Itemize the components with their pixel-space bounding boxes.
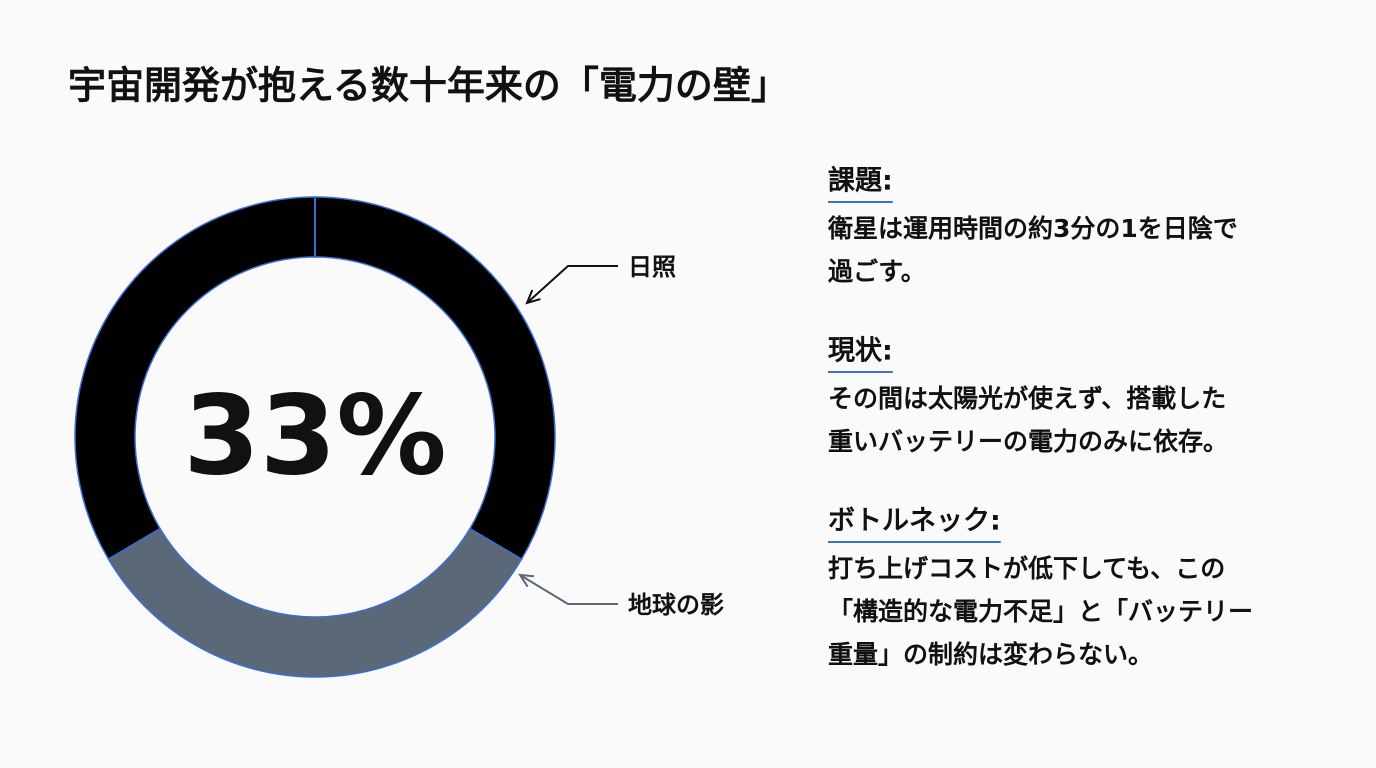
slice-label: 地球の影 (628, 591, 724, 619)
note-line: 過ごす。 (828, 257, 926, 286)
center-label: 33% (183, 371, 446, 499)
note-heading: 課題: (828, 165, 893, 197)
callout-line (519, 574, 618, 605)
note-line: 打ち上げコストが低下しても、この (828, 554, 1225, 583)
callout-arrowhead (518, 573, 535, 588)
note-heading: ボトルネック: (828, 506, 1001, 537)
note-line: 重いバッテリーの電力のみに依存。 (828, 427, 1228, 456)
note-line: 衛星は運用時間の約3分の1を日陰で (827, 214, 1238, 243)
slice-label: 日照 (628, 253, 676, 281)
note-line: その間は太陽光が使えず、搭載した (828, 384, 1226, 413)
note-line: 「構造的な電力不足」と「バッテリー (828, 597, 1253, 626)
note-heading: 現状: (828, 336, 893, 367)
donut-slice (74, 196, 556, 561)
note-line: 重量」の制約は変わらない。 (828, 640, 1153, 669)
callout-line (526, 265, 618, 304)
callout-arrowhead (525, 289, 541, 305)
chart-title: 宇宙開発が抱える数十年来の「電力の壁」 (68, 64, 789, 108)
donut-slice (107, 527, 523, 678)
